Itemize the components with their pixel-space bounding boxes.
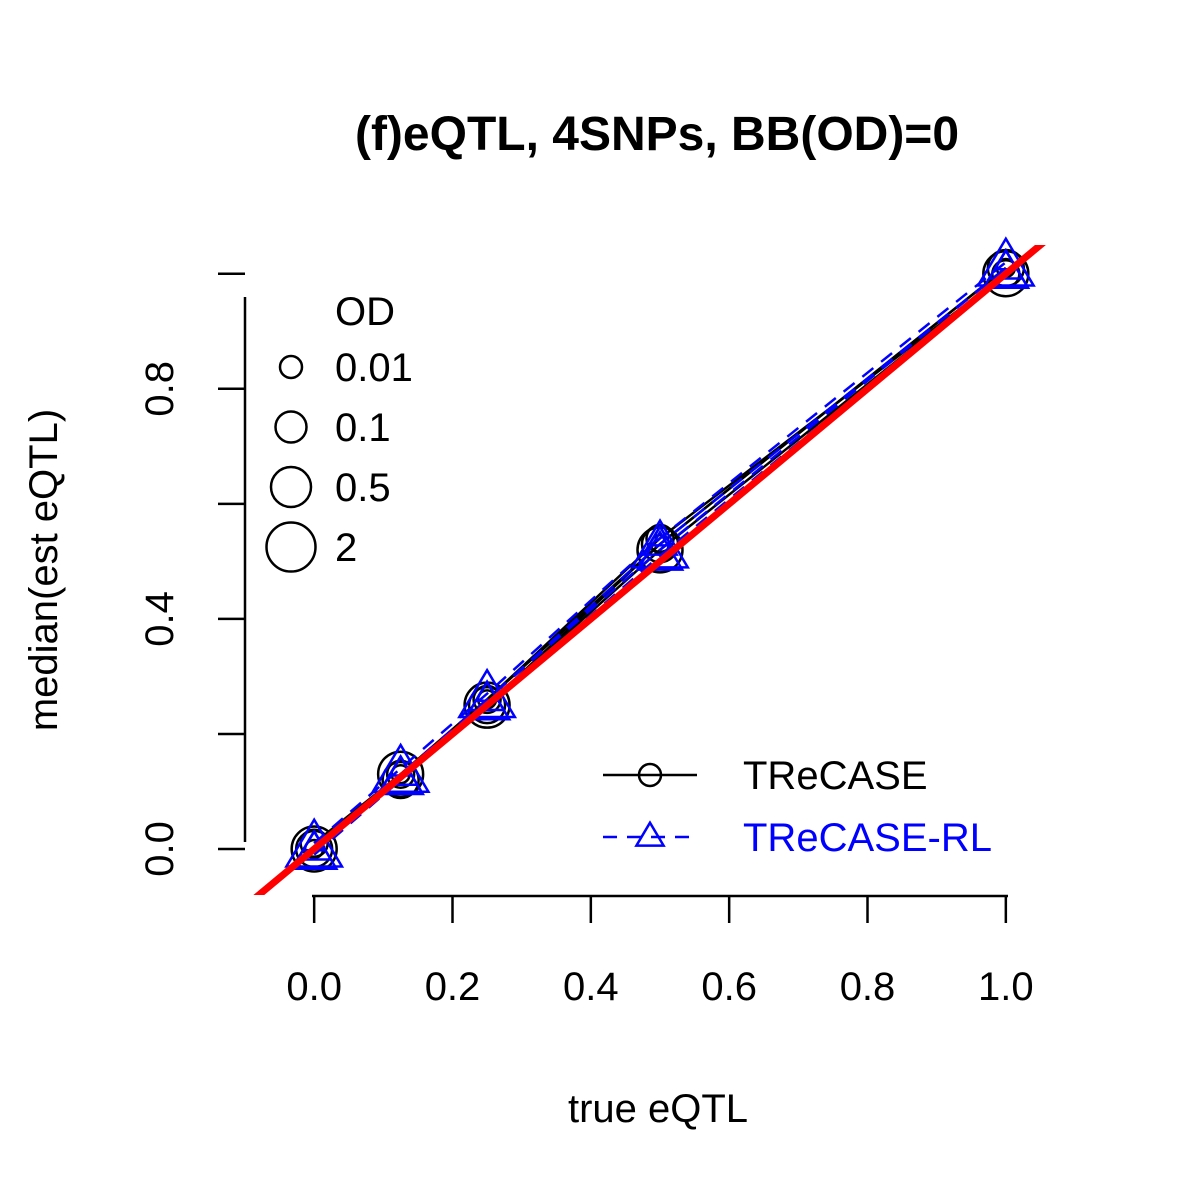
- size-legend-marker: [278, 354, 304, 380]
- data-point: [385, 759, 416, 789]
- legend-marker: [637, 762, 663, 788]
- y-axis-label: median(est eQTL): [22, 409, 66, 731]
- legend-label: TReCASE: [743, 754, 928, 798]
- chart-title: (f)eQTL, 4SNPs, BB(OD)=0: [355, 108, 959, 161]
- data-point: [376, 754, 426, 796]
- x-tick-label: 0.8: [840, 965, 896, 1009]
- size-legend-label: 0.5: [335, 466, 391, 510]
- x-tick-label: 0.6: [701, 965, 757, 1009]
- x-tick-label: 0.2: [425, 965, 481, 1009]
- size-legend-label: 0.01: [335, 346, 413, 390]
- data-point: [981, 247, 1031, 290]
- x-ticks: 0.0 0.2 0.4 0.6 0.8 1.0: [286, 896, 1034, 1009]
- x-tick-label: 0.4: [563, 965, 619, 1009]
- size-legend-title: OD: [335, 290, 395, 334]
- data-point: [284, 817, 345, 868]
- size-legend-marker: [269, 465, 313, 509]
- data-point: [290, 825, 338, 873]
- x-tick-label: 0.0: [286, 965, 342, 1009]
- size-legend-label: 2: [335, 526, 357, 570]
- y-tick-label: 0.8: [138, 361, 182, 417]
- size-legend: OD 0.01 0.1 0.5 2: [265, 290, 413, 573]
- data-point: [462, 679, 512, 721]
- size-legend-marker: [265, 521, 317, 573]
- size-legend-label: 0.1: [335, 406, 391, 450]
- x-tick-label: 1.0: [978, 965, 1034, 1009]
- series-legend: TReCASE TReCASE-RL: [603, 754, 992, 860]
- reference-line: [253, 245, 1046, 895]
- series-line: [313, 261, 1007, 845]
- x-axis-label: true eQTL: [568, 1087, 748, 1131]
- data-point: [376, 750, 425, 798]
- data-point: [381, 760, 420, 800]
- data-point: [472, 684, 502, 715]
- data-point: [289, 828, 339, 871]
- y-tick-label: 0.0: [138, 821, 182, 877]
- y-tick-label: 0.4: [138, 591, 182, 647]
- y-ticks: 0.0 0.4 0.8: [138, 272, 245, 877]
- size-legend-marker: [274, 410, 308, 444]
- legend-marker: [634, 820, 666, 847]
- legend-label: TReCASE-RL: [743, 816, 992, 860]
- data-point: [630, 518, 690, 569]
- data-point: [467, 685, 507, 725]
